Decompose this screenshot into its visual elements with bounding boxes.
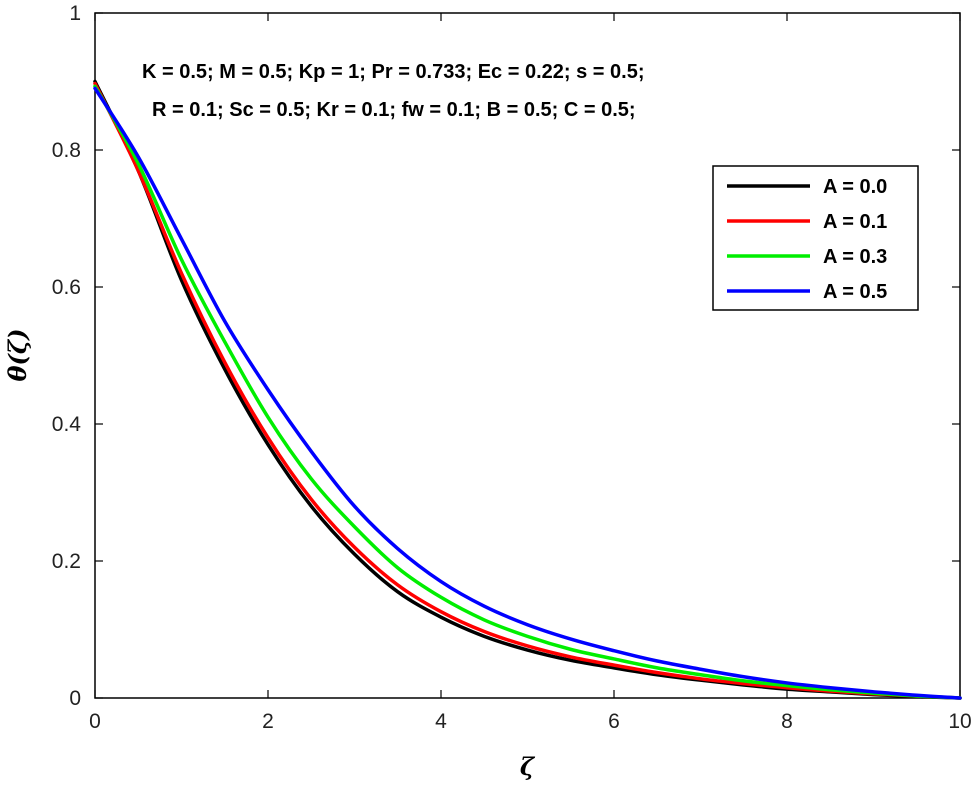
legend: A = 0.0 A = 0.1 A = 0.3 A = 0.5 — [712, 165, 919, 311]
x-tick-label: 6 — [608, 710, 620, 733]
x-tick-label: 2 — [262, 710, 274, 733]
x-tick-label: 0 — [89, 710, 101, 733]
legend-label: A = 0.5 — [823, 281, 887, 303]
x-tick-label: 8 — [781, 710, 793, 733]
param-line-1: K = 0.5; M = 0.5; Kp = 1; Pr = 0.733; Ec… — [142, 61, 644, 83]
y-axis: 0 0.2 0.4 0.6 0.8 1 — [52, 2, 960, 710]
y-tick-label: 0.2 — [52, 550, 81, 573]
series-line-1 — [93, 81, 962, 700]
y-tick-label: 0.4 — [52, 413, 82, 436]
x-tick-label: 10 — [948, 710, 971, 733]
x-tick-label: 4 — [435, 710, 447, 733]
series-line-3 — [93, 86, 962, 700]
param-line-2: R = 0.1; Sc = 0.5; Kr = 0.1; fw = 0.1; B… — [152, 99, 636, 121]
y-tick-label: 0 — [69, 687, 81, 710]
legend-label: A = 0.0 — [823, 176, 887, 198]
series-lines — [93, 79, 962, 700]
y-tick-label: 0.8 — [52, 139, 81, 162]
legend-label: A = 0.3 — [823, 246, 887, 268]
series-line-2 — [93, 84, 962, 700]
y-axis-label: θ(ζ) — [3, 329, 32, 382]
y-tick-label: 0.6 — [52, 276, 81, 299]
x-axis-label: ζ — [520, 752, 536, 781]
legend-box — [712, 165, 919, 311]
legend-label: A = 0.1 — [823, 211, 887, 233]
x-axis: 0 2 4 6 8 10 — [89, 13, 972, 733]
plot-area — [94, 12, 961, 699]
y-tick-label: 1 — [69, 2, 81, 25]
